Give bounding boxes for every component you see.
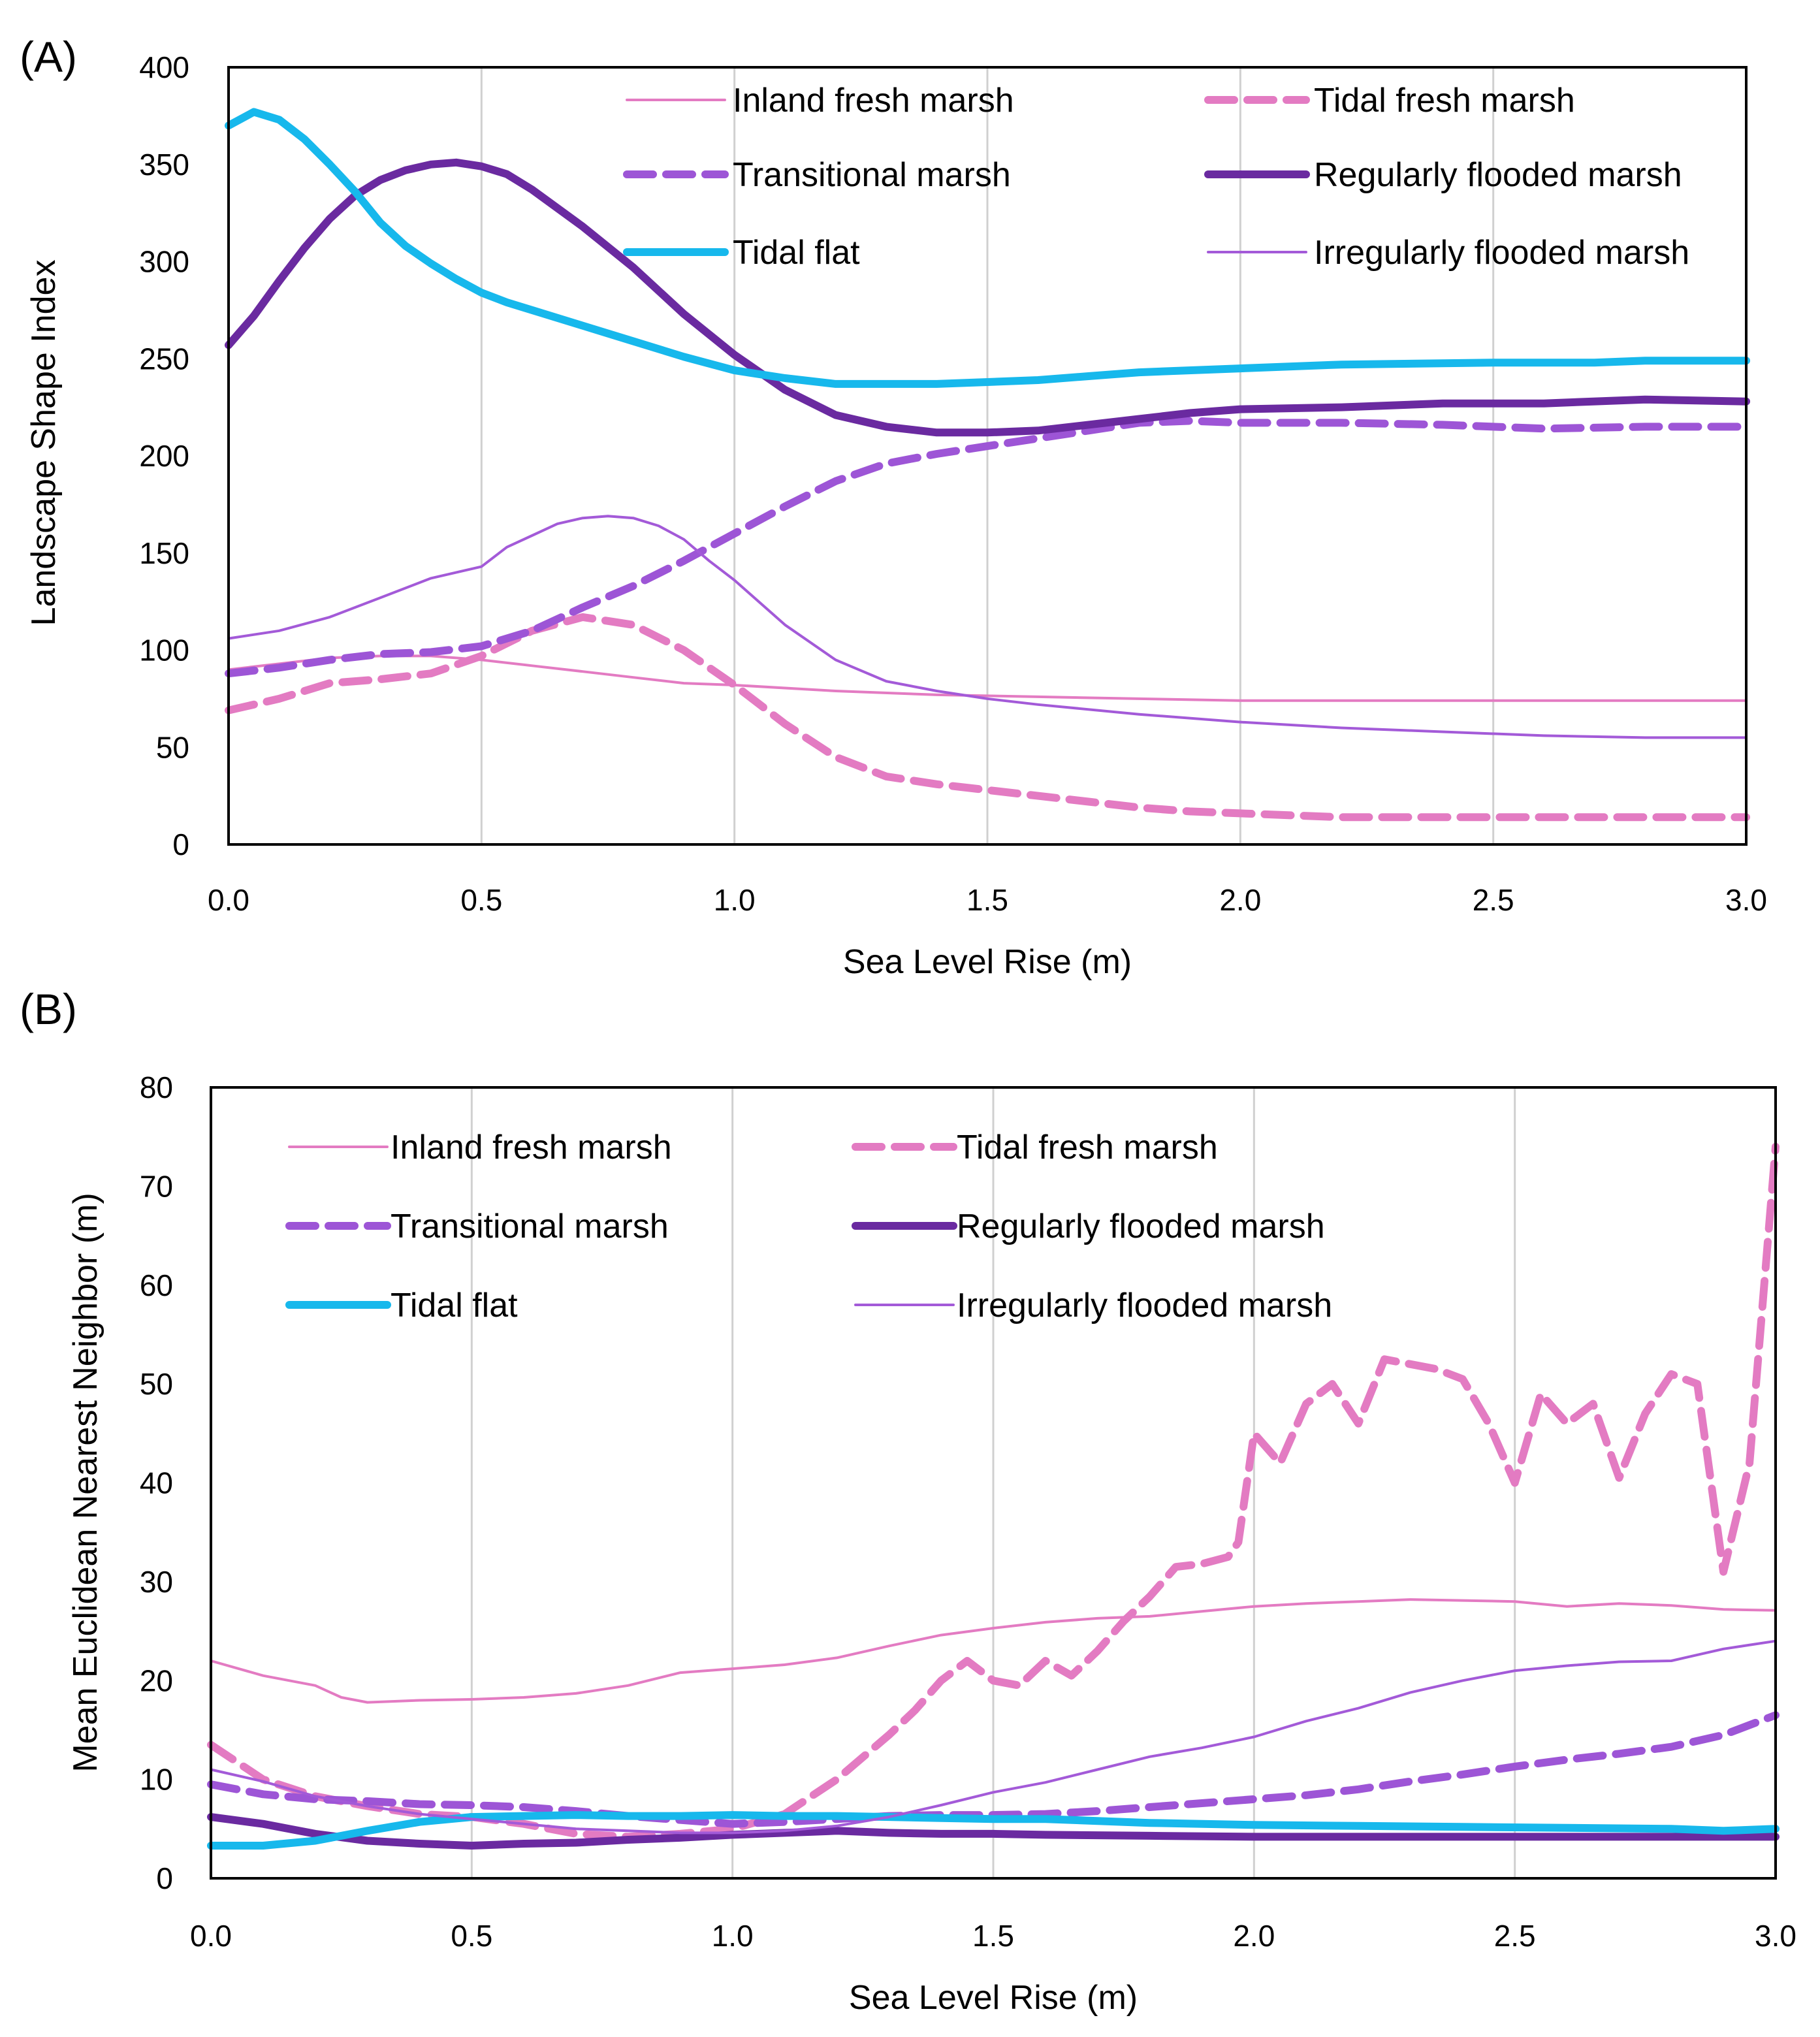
panel-a-legend-label-regularly-flooded-marsh: Regularly flooded marsh (1314, 156, 1682, 194)
panel-b-series-transitional-marsh (207, 1711, 1780, 1828)
panel-a-label: (A) (20, 33, 77, 81)
panel-b-y-tick-label: 40 (140, 1466, 173, 1500)
panel-a-y-tick-label: 0 (172, 827, 189, 861)
panel-a-y-tick-label: 150 (139, 536, 189, 570)
panel-a-y-tick-label: 300 (139, 245, 189, 279)
panel-b-legend-label-tidal-flat: Tidal flat (391, 1287, 518, 1324)
panel-a-series-tidal-fresh-marsh (225, 613, 1750, 822)
panel-a-x-tick-label: 3.0 (1725, 883, 1767, 917)
panel-b-legend-label-irregularly-flooded-marsh: Irregularly flooded marsh (957, 1287, 1332, 1324)
panel-a-series-transitional-marsh (225, 417, 1750, 678)
panel-b-series-irregularly-flooded-marsh (210, 1639, 1777, 1835)
panel-b-plot-frame (210, 1086, 1777, 1880)
panel-b-label: (B) (20, 985, 77, 1033)
panel-b-y-tick-label: 70 (140, 1169, 173, 1203)
panel-a-legend-label-tidal-fresh-marsh: Tidal fresh marsh (1314, 82, 1575, 120)
panel-b-x-tick-label: 0.5 (451, 1919, 492, 1953)
panel-b-x-tick-label: 3.0 (1755, 1919, 1796, 1953)
panel-b-series-inland-fresh-marsh (210, 1598, 1777, 1704)
panel-a-y-tick-label: 250 (139, 342, 189, 376)
panel-a: (A) 0.0 0.5 1.0 1.5 2.0 2.5 3.0 0 50 100 150 200 250 3… (20, 33, 1767, 981)
panel-a-x-tick-label: 1.0 (714, 883, 756, 917)
panel-a-x-tick-label: 2.5 (1473, 883, 1514, 917)
panel-a-legend-label-transitional-marsh: Transitional marsh (733, 156, 1011, 194)
panel-b-y-tick-label: 80 (140, 1070, 173, 1104)
panel-a-x-tick-label: 0.0 (208, 883, 249, 917)
panel-a-legend-label-irregularly-flooded-marsh: Irregularly flooded marsh (1314, 234, 1689, 272)
panel-b-legend-label-inland-fresh-marsh: Inland fresh marsh (391, 1129, 672, 1166)
panel-b-series-tidal-flat (207, 1811, 1780, 1850)
panel-a-x-axis-title: Sea Level Rise (m) (843, 943, 1132, 981)
panel-b-y-axis-title: Mean Euclidean Nearest Neighbor (m) (67, 1193, 104, 1772)
panel-a-y-tick-label: 400 (139, 50, 189, 84)
panel-b-x-tick-label: 0.0 (190, 1919, 232, 1953)
panel-b-y-tick-label: 10 (140, 1763, 173, 1797)
panel-b-x-tick-label: 2.5 (1494, 1919, 1536, 1953)
panel-a-legend-label-inland-fresh-marsh: Inland fresh marsh (733, 82, 1014, 120)
panel-a-x-tick-label: 1.5 (966, 883, 1008, 917)
panel-a-y-axis-title: Landscape Shape Index (25, 260, 63, 626)
panel-b: (B) 0.0 0.5 1.0 1.5 2.0 2.5 3.0 0 10 20 30 40 50 60 70 8… (20, 985, 1796, 2017)
panel-a-y-tick-label: 350 (139, 148, 189, 182)
panel-a-y-tick-label: 50 (156, 730, 189, 764)
panel-b-x-tick-label: 2.0 (1233, 1919, 1275, 1953)
panel-a-x-tick-label: 0.5 (460, 883, 502, 917)
panel-a-series-tidal-flat (225, 108, 1750, 388)
panel-b-y-tick-label: 20 (140, 1663, 173, 1697)
panel-b-legend-label-regularly-flooded-marsh: Regularly flooded marsh (957, 1208, 1325, 1245)
panel-b-y-tick-label: 0 (156, 1861, 173, 1895)
panel-b-series-regularly-flooded-marsh (207, 1813, 1780, 1850)
panel-b-x-tick-label: 1.0 (712, 1919, 754, 1953)
panel-b-y-tick-label: 60 (140, 1268, 173, 1302)
panel-b-legend-label-tidal-fresh-marsh: Tidal fresh marsh (957, 1129, 1218, 1166)
panel-a-legend-label-tidal-flat: Tidal flat (733, 234, 860, 272)
panel-a-plot-frame (227, 66, 1748, 846)
panel-b-legend-label-transitional-marsh: Transitional marsh (391, 1208, 669, 1245)
panel-a-y-tick-label: 200 (139, 439, 189, 473)
panel-b-x-tick-label: 1.5 (972, 1919, 1014, 1953)
panel-b-x-axis-title: Sea Level Rise (m) (849, 1979, 1138, 2017)
panel-a-y-tick-label: 100 (139, 634, 189, 667)
panel-a-series-irregularly-flooded-marsh (227, 515, 1748, 739)
panel-b-y-tick-label: 30 (140, 1565, 173, 1599)
panel-a-x-tick-label: 2.0 (1219, 883, 1261, 917)
panel-b-y-tick-label: 50 (140, 1367, 173, 1401)
